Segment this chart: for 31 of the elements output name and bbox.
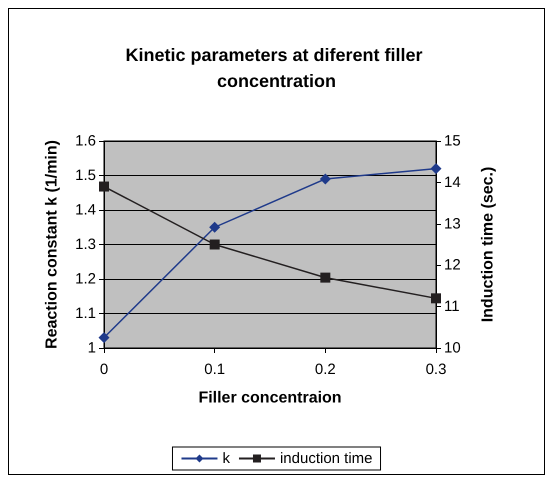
point — [431, 293, 441, 304]
x-tick-label: 0 — [100, 361, 108, 378]
point — [99, 182, 109, 192]
y2-tick-label: 12 — [444, 256, 461, 274]
y-tick-label: 1.2 — [75, 270, 96, 288]
legend-label: induction time — [280, 450, 373, 467]
y2-tick-label: 13 — [444, 215, 461, 232]
point — [320, 173, 331, 184]
point — [320, 272, 330, 283]
y-tick-label: 1.1 — [75, 305, 96, 322]
y2-tick-label: 15 — [444, 132, 461, 150]
y-axis-title: Reaction constant k (1/min) — [44, 140, 60, 349]
x-tick-label: 0.3 — [426, 361, 446, 378]
y-tick-label: 1.4 — [75, 202, 96, 218]
y2-tick-label: 11 — [444, 298, 460, 316]
y-tick-label: 1.5 — [75, 167, 96, 184]
x-tick-label: 0.1 — [204, 361, 226, 378]
x-tick-label: 0.2 — [314, 361, 336, 378]
y-tick-label: 1.3 — [75, 236, 96, 253]
point — [430, 163, 442, 174]
chart-title: Kinetic parameters at diferent filler concentration — [125, 45, 428, 91]
y2-axis-title: Induction time (sec.) — [480, 166, 496, 322]
y-tick-label: 1 — [88, 340, 96, 356]
point — [210, 240, 220, 250]
x-axis-title: Filler concentraion — [198, 390, 342, 406]
y2-tick-label: 14 — [444, 174, 461, 191]
y-tick-label: 1.6 — [75, 132, 96, 150]
y2-tick-label: 10 — [444, 340, 461, 356]
legend-label: k — [222, 450, 230, 467]
point — [98, 332, 110, 344]
point — [209, 222, 220, 233]
